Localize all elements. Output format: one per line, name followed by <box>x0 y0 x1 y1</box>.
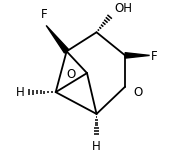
Text: H: H <box>92 140 101 153</box>
Text: O: O <box>133 86 143 99</box>
Polygon shape <box>46 25 69 53</box>
Polygon shape <box>125 53 150 58</box>
Text: O: O <box>67 68 76 81</box>
Text: H: H <box>16 86 24 99</box>
Text: OH: OH <box>114 2 132 15</box>
Text: F: F <box>151 50 158 63</box>
Text: F: F <box>41 8 48 21</box>
